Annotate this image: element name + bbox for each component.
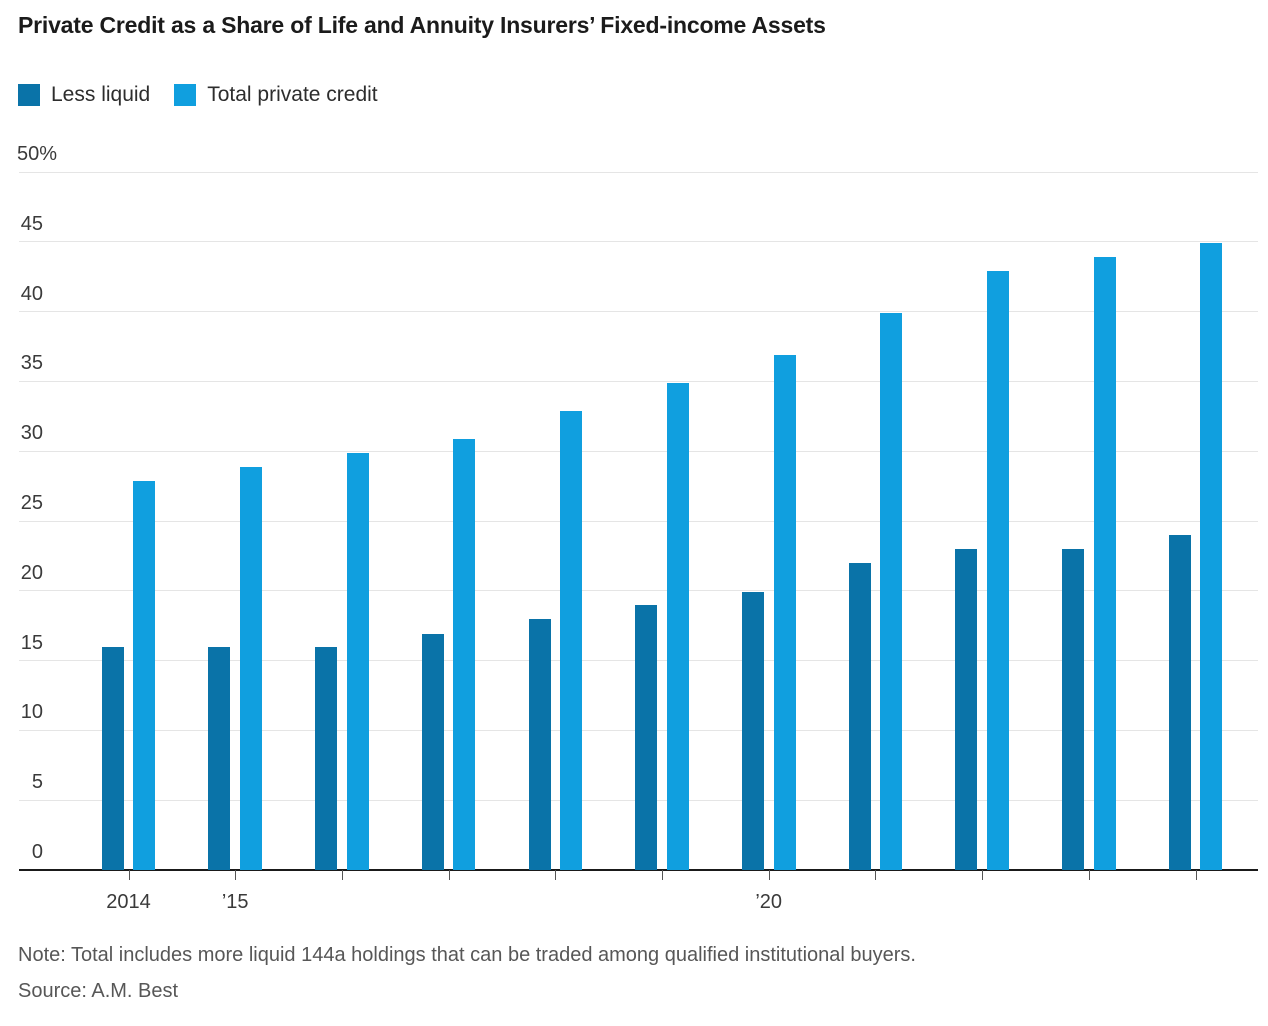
- x-axis-tick-2019: [662, 870, 663, 880]
- gridline-25: [19, 520, 1258, 522]
- y-axis-label-5: 5: [31, 771, 43, 794]
- x-axis-tick-2020: [768, 870, 770, 880]
- bar-total-private-credit-2016: [346, 452, 369, 870]
- gridline-50: [19, 171, 1258, 173]
- bar-less-liquid-2019: [635, 604, 658, 870]
- y-axis-label-15: 15: [20, 631, 43, 654]
- y-axis-label-25: 25: [20, 492, 43, 514]
- x-axis-label-2020: ’20: [755, 891, 783, 913]
- y-axis-label-40: 40: [20, 282, 43, 305]
- y-axis-label-20: 20: [20, 561, 43, 584]
- y-axis-label-30: 30: [20, 422, 43, 445]
- bar-total-private-credit-2014: [133, 480, 156, 870]
- bar-total-private-credit-2022: [986, 271, 1009, 870]
- y-axis-label-45: 45: [20, 212, 43, 235]
- x-axis-tick-2022: [982, 870, 984, 880]
- y-axis-label-10: 10: [20, 701, 43, 724]
- legend-label-less-liquid: Less liquid: [51, 83, 151, 106]
- bar-less-liquid-2020: [741, 592, 764, 870]
- y-axis-label-0: 0: [31, 841, 43, 863]
- bar-less-liquid-2014: [101, 646, 124, 870]
- bar-less-liquid-2024: [1168, 534, 1191, 870]
- plot-area: [19, 171, 1258, 871]
- x-axis-tick-2017: [448, 870, 450, 880]
- bar-total-private-credit-2020: [773, 354, 796, 870]
- bar-less-liquid-2016: [315, 646, 338, 870]
- note-text: Note: Total includes more liquid 144a ho…: [18, 944, 916, 966]
- x-axis-tick-2021: [875, 870, 877, 880]
- bar-total-private-credit-2019: [666, 382, 689, 870]
- legend-item-less-liquid: Less liquid: [18, 83, 150, 107]
- bar-less-liquid-2017: [421, 634, 444, 870]
- bar-less-liquid-2023: [1062, 548, 1084, 870]
- chart-title: Private Credit as a Share of Life and An…: [18, 12, 826, 38]
- y-axis-label-35: 35: [20, 352, 43, 375]
- gridline-30: [19, 450, 1258, 452]
- x-axis-tick-2024: [1195, 870, 1197, 880]
- bar-less-liquid-2018: [528, 618, 551, 870]
- y-axis-label-50: 50%: [16, 143, 57, 165]
- x-axis-tick-2016: [341, 870, 343, 880]
- x-axis-tick-2015: [235, 870, 237, 880]
- legend-swatch-total-private-credit: [174, 84, 197, 106]
- gridline-0: [19, 869, 1258, 871]
- legend: Less liquid Total private credit: [18, 83, 378, 107]
- legend-label-total-private-credit: Total private credit: [207, 83, 378, 106]
- bar-less-liquid-2022: [955, 548, 978, 870]
- bar-total-private-credit-2021: [880, 313, 903, 870]
- legend-swatch-less-liquid: [18, 84, 40, 106]
- legend-item-total-private-credit: Total private credit: [174, 83, 378, 107]
- x-axis-label-2015: ’15: [221, 891, 249, 913]
- bar-total-private-credit-2024: [1200, 243, 1223, 870]
- gridline-45: [19, 241, 1258, 243]
- gridline-35: [19, 380, 1258, 382]
- bar-less-liquid-2021: [848, 562, 871, 870]
- bar-total-private-credit-2017: [453, 438, 476, 870]
- x-axis-tick-2014: [128, 870, 130, 880]
- x-axis-label-2014: 2014: [106, 891, 151, 913]
- x-axis-tick-2023: [1088, 870, 1090, 880]
- bar-total-private-credit-2023: [1093, 257, 1116, 870]
- bar-total-private-credit-2015: [240, 466, 262, 870]
- gridline-40: [19, 311, 1258, 313]
- source-text: Source: A.M. Best: [18, 980, 179, 1002]
- bar-total-private-credit-2018: [560, 410, 583, 870]
- gridline-20: [19, 590, 1258, 592]
- bar-less-liquid-2015: [208, 646, 231, 870]
- x-axis-tick-2018: [555, 870, 557, 880]
